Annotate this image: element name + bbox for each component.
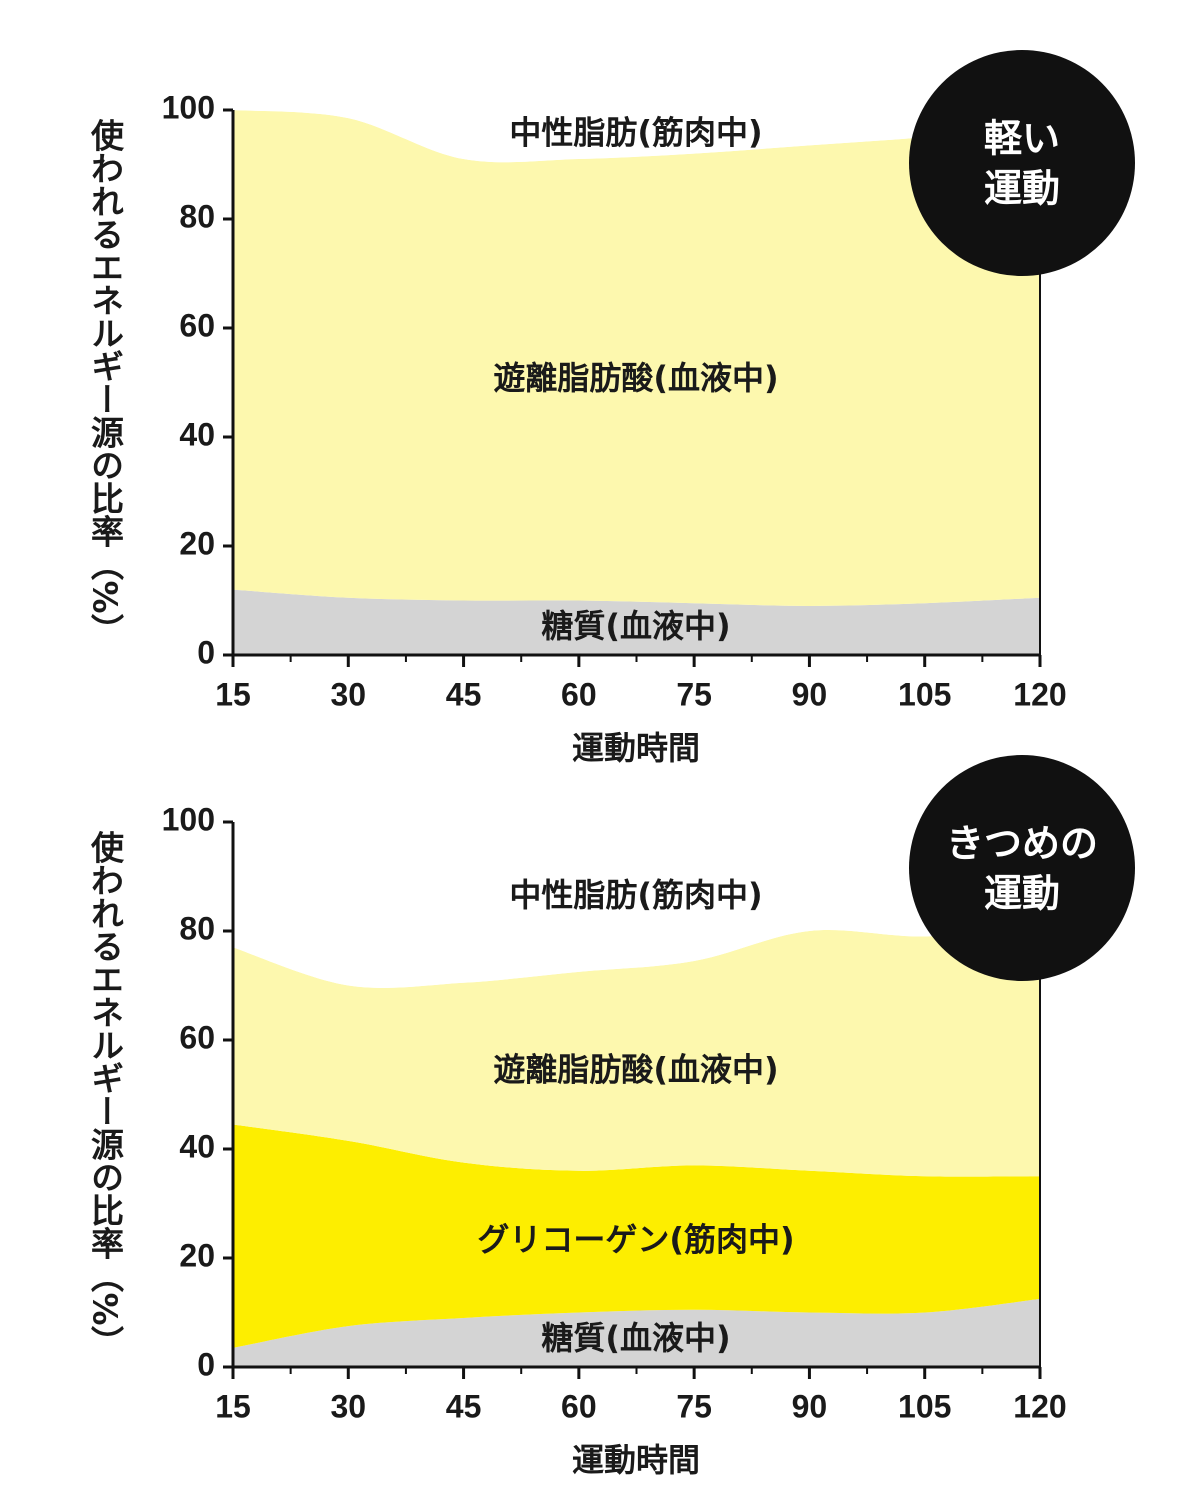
x-tick-label: 60 [561, 676, 597, 712]
x-tick-label: 60 [561, 1388, 597, 1424]
y-tick-label: 20 [179, 525, 215, 561]
y-tick-label: 0 [197, 1346, 215, 1382]
y-axis-label: 使われるエネルギー源の比率（%） [86, 830, 125, 1358]
y-tick-label: 60 [179, 1019, 215, 1055]
series-label: 糖質(血液中) [541, 1319, 730, 1357]
area [233, 1124, 1040, 1348]
y-tick-label: 80 [179, 198, 215, 234]
x-axis-label: 運動時間 [572, 1441, 700, 1479]
x-tick-label: 90 [792, 1388, 828, 1424]
area [233, 110, 1040, 163]
x-tick-label: 75 [676, 1388, 712, 1424]
area [233, 589, 1040, 655]
x-tick-label: 30 [330, 1388, 366, 1424]
x-tick-label: 30 [330, 676, 366, 712]
series-label: 遊離脂肪酸(血液中) [493, 1050, 778, 1088]
area [233, 822, 1040, 988]
series-label: 中性脂肪(筋肉中) [509, 114, 762, 152]
badge-text: 軽い [984, 117, 1060, 161]
area [233, 925, 1040, 1177]
y-tick-label: 100 [162, 89, 215, 125]
x-tick-label: 120 [1013, 1388, 1066, 1424]
y-tick-label: 0 [197, 634, 215, 670]
x-tick-label: 45 [446, 1388, 482, 1424]
x-tick-label: 120 [1013, 676, 1066, 712]
x-tick-label: 90 [792, 676, 828, 712]
series-label: 糖質(血液中) [541, 607, 730, 645]
y-tick-label: 20 [179, 1237, 215, 1273]
x-tick-label: 75 [676, 676, 712, 712]
x-axis-label: 運動時間 [572, 729, 700, 767]
badge-text: 運動 [984, 167, 1060, 211]
y-tick-label: 100 [162, 801, 215, 837]
y-tick-label: 40 [179, 416, 215, 452]
y-tick-label: 80 [179, 910, 215, 946]
x-tick-label: 105 [898, 1388, 951, 1424]
series-label: 中性脂肪(筋肉中) [509, 876, 762, 914]
series-label: 遊離脂肪酸(血液中) [493, 359, 778, 397]
area [233, 110, 1040, 606]
series-label: グリコーゲン(筋肉中) [477, 1221, 794, 1259]
y-axis-label: 使われるエネルギー源の比率（%） [86, 118, 125, 646]
x-tick-label: 15 [215, 1388, 251, 1424]
y-tick-label: 60 [179, 307, 215, 343]
badge-text: きつめの [946, 822, 1098, 866]
x-tick-label: 15 [215, 676, 251, 712]
badge-text: 運動 [984, 872, 1060, 916]
x-tick-label: 105 [898, 676, 951, 712]
badge [909, 755, 1135, 981]
y-tick-label: 40 [179, 1128, 215, 1164]
badge [909, 50, 1135, 276]
x-tick-label: 45 [446, 676, 482, 712]
area [233, 1298, 1040, 1367]
